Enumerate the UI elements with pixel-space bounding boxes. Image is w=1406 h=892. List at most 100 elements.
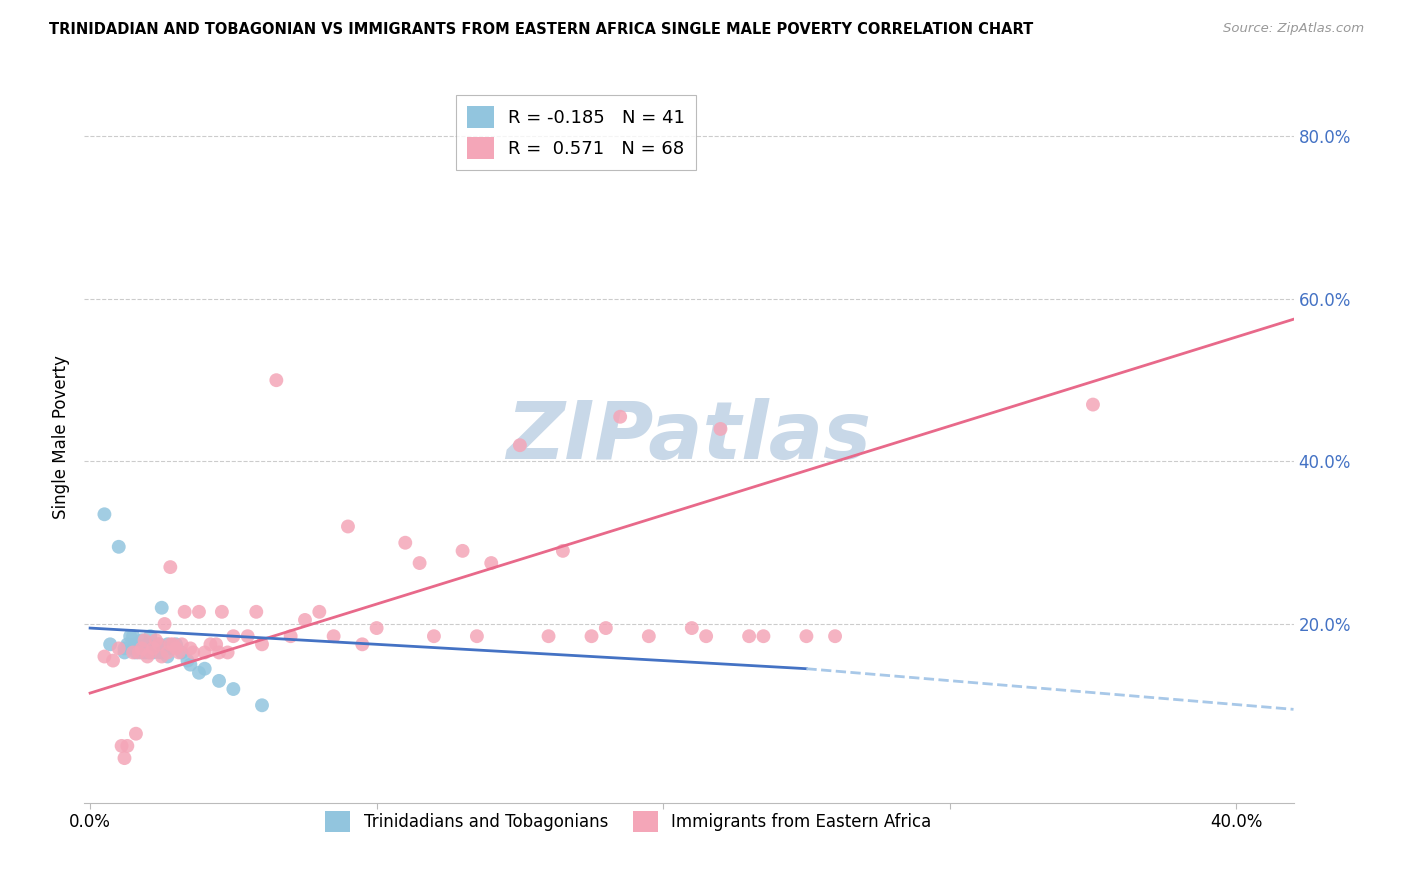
Point bbox=[156, 637, 179, 651]
Point bbox=[159, 641, 181, 656]
Point bbox=[465, 629, 488, 643]
Point bbox=[136, 645, 159, 659]
Point bbox=[145, 641, 167, 656]
Point bbox=[122, 645, 145, 659]
Point bbox=[156, 649, 179, 664]
Point bbox=[131, 645, 153, 659]
Point bbox=[139, 645, 162, 659]
Point bbox=[98, 637, 121, 651]
Point bbox=[294, 613, 316, 627]
Point bbox=[551, 544, 574, 558]
Point bbox=[142, 645, 165, 659]
Point bbox=[637, 629, 659, 643]
Point bbox=[1081, 398, 1104, 412]
Point bbox=[148, 637, 170, 651]
Point bbox=[595, 621, 617, 635]
Point bbox=[308, 605, 330, 619]
Point bbox=[205, 637, 228, 651]
Point bbox=[150, 645, 173, 659]
Point bbox=[681, 621, 703, 635]
Point bbox=[188, 605, 211, 619]
Point bbox=[128, 645, 150, 659]
Point bbox=[222, 629, 245, 643]
Point bbox=[451, 544, 474, 558]
Point bbox=[122, 629, 145, 643]
Point bbox=[117, 739, 139, 753]
Point bbox=[250, 698, 273, 713]
Point bbox=[125, 637, 148, 651]
Point bbox=[423, 629, 446, 643]
Point bbox=[236, 629, 259, 643]
Point bbox=[142, 641, 165, 656]
Point bbox=[125, 727, 148, 741]
Point bbox=[167, 645, 190, 659]
Point bbox=[148, 637, 170, 651]
Point bbox=[93, 508, 115, 522]
Point bbox=[222, 681, 245, 696]
Text: TRINIDADIAN AND TOBAGONIAN VS IMMIGRANTS FROM EASTERN AFRICA SINGLE MALE POVERTY: TRINIDADIAN AND TOBAGONIAN VS IMMIGRANTS… bbox=[49, 22, 1033, 37]
Point bbox=[200, 637, 222, 651]
Point bbox=[479, 556, 502, 570]
Point bbox=[352, 637, 374, 651]
Point bbox=[176, 654, 198, 668]
Point bbox=[148, 645, 170, 659]
Point bbox=[537, 629, 560, 643]
Point bbox=[394, 535, 416, 549]
Point bbox=[153, 641, 176, 656]
Point bbox=[114, 645, 136, 659]
Text: Source: ZipAtlas.com: Source: ZipAtlas.com bbox=[1223, 22, 1364, 36]
Point bbox=[336, 519, 359, 533]
Point bbox=[159, 560, 181, 574]
Point bbox=[107, 641, 129, 656]
Point bbox=[408, 556, 430, 570]
Point bbox=[824, 629, 846, 643]
Point bbox=[165, 641, 187, 656]
Point bbox=[211, 605, 233, 619]
Point bbox=[181, 645, 204, 659]
Point bbox=[122, 641, 145, 656]
Point bbox=[194, 662, 217, 676]
Point bbox=[170, 645, 193, 659]
Point bbox=[208, 645, 231, 659]
Point bbox=[101, 654, 124, 668]
Point bbox=[208, 673, 231, 688]
Point bbox=[114, 751, 136, 765]
Point bbox=[245, 605, 267, 619]
Point bbox=[150, 600, 173, 615]
Point bbox=[179, 641, 201, 656]
Point bbox=[114, 641, 136, 656]
Text: ZIPatlas: ZIPatlas bbox=[506, 398, 872, 476]
Point bbox=[188, 665, 211, 680]
Point bbox=[134, 633, 156, 648]
Point bbox=[107, 540, 129, 554]
Point bbox=[709, 422, 731, 436]
Point bbox=[131, 641, 153, 656]
Point bbox=[162, 637, 184, 651]
Point bbox=[194, 645, 217, 659]
Point bbox=[139, 645, 162, 659]
Point bbox=[110, 739, 132, 753]
Point bbox=[139, 629, 162, 643]
Point bbox=[131, 633, 153, 648]
Point bbox=[117, 637, 139, 651]
Point bbox=[136, 649, 159, 664]
Point bbox=[153, 617, 176, 632]
Point bbox=[280, 629, 302, 643]
Point bbox=[150, 649, 173, 664]
Point bbox=[142, 641, 165, 656]
Point bbox=[145, 633, 167, 648]
Point bbox=[142, 641, 165, 656]
Point bbox=[695, 629, 717, 643]
Point bbox=[581, 629, 603, 643]
Point bbox=[509, 438, 531, 452]
Legend: Trinidadians and Tobagonians, Immigrants from Eastern Africa: Trinidadians and Tobagonians, Immigrants… bbox=[319, 805, 938, 838]
Point bbox=[322, 629, 344, 643]
Point bbox=[93, 649, 115, 664]
Y-axis label: Single Male Poverty: Single Male Poverty bbox=[52, 355, 70, 519]
Point bbox=[134, 645, 156, 659]
Point bbox=[170, 637, 193, 651]
Point bbox=[128, 641, 150, 656]
Point bbox=[796, 629, 818, 643]
Point bbox=[250, 637, 273, 651]
Point bbox=[738, 629, 761, 643]
